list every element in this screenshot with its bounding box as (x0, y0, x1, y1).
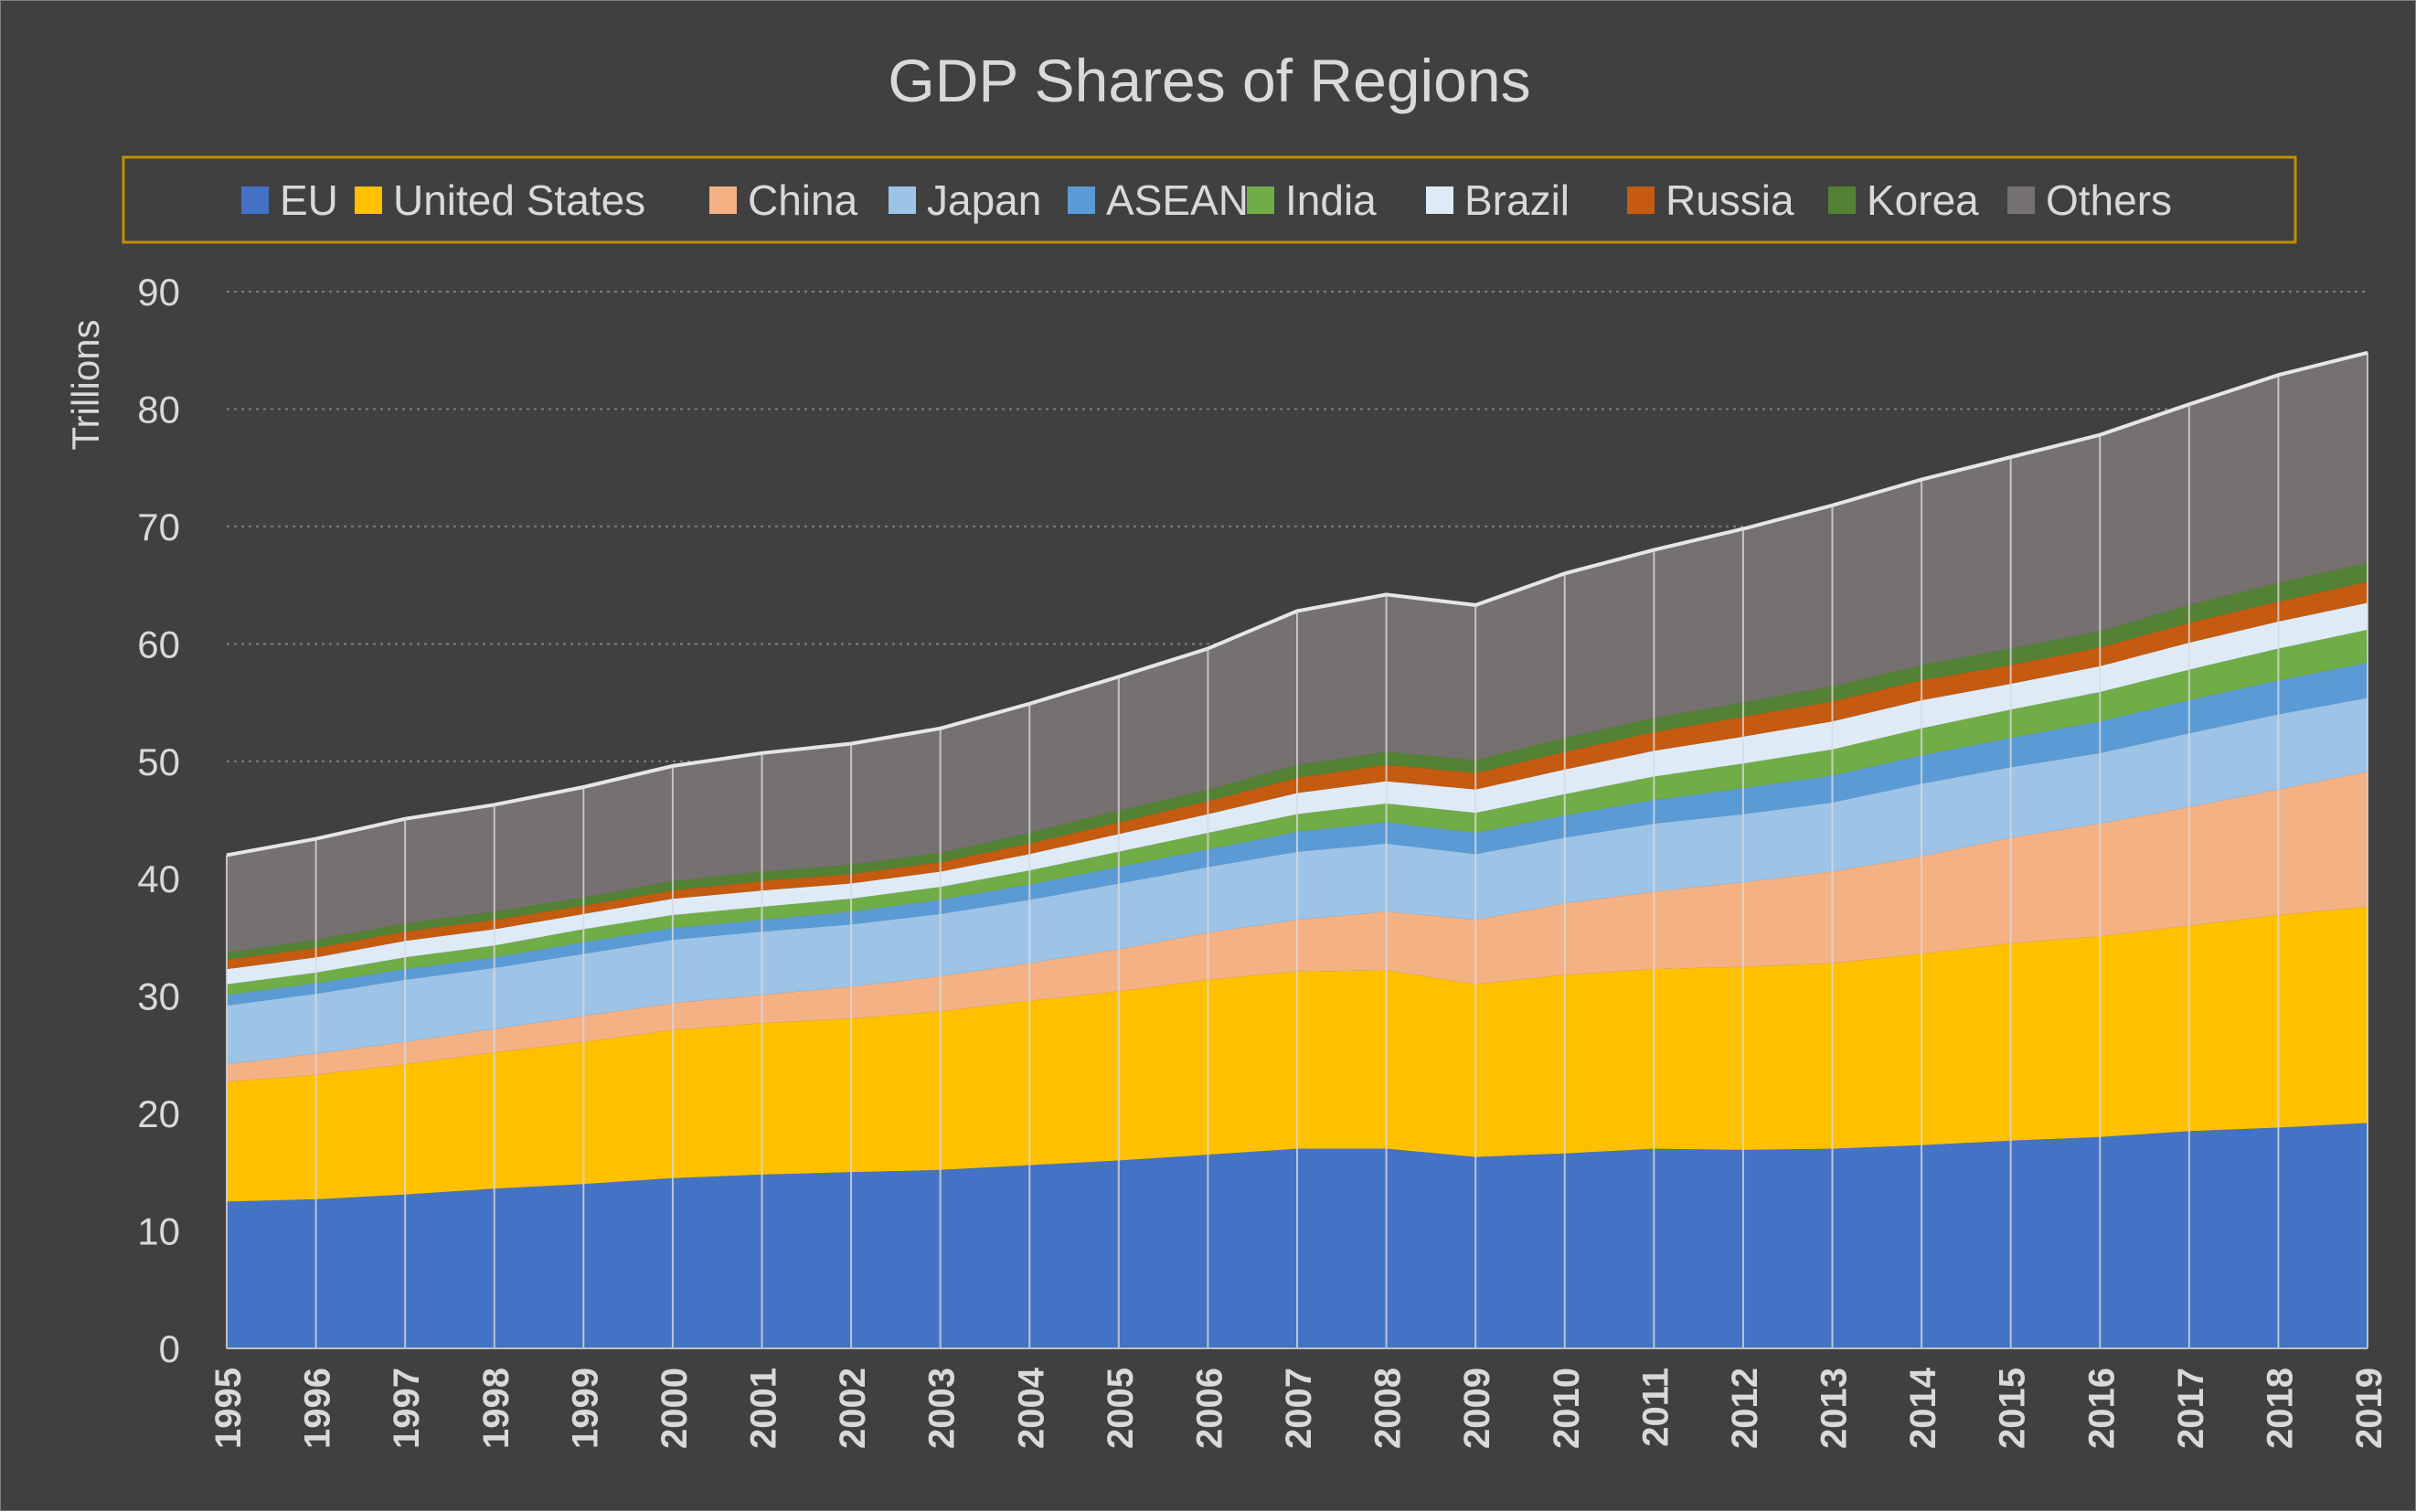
x-tick-label: 2005 (1101, 1368, 1141, 1449)
x-tick-label: 2002 (833, 1368, 873, 1449)
y-tick-labels: 0 10 20 30 40 50 60 70 80 90 (137, 271, 180, 1370)
y-tick-label: 20 (137, 1092, 180, 1135)
x-tick-label: 2016 (2081, 1368, 2122, 1449)
y-tick-label: 50 (137, 740, 180, 783)
legend-box (122, 155, 2297, 244)
legend: EU United States China Japan ASEAN India Brazi… (241, 176, 2172, 224)
x-tick-label: 2015 (1993, 1368, 2033, 1449)
x-tick-labels: 1995 1996 1997 1998 1999 2000 2001 2002 2003 2004… (208, 1367, 2389, 1449)
legend-label-brazil: Brazil (1464, 176, 1570, 224)
x-tick-label: 2018 (2260, 1368, 2300, 1449)
x-tick-label: 2006 (1189, 1368, 1229, 1449)
legend-swatch-china (709, 186, 737, 214)
x-tick-label: 1999 (565, 1368, 605, 1449)
x-tick-label: 1998 (476, 1368, 516, 1449)
legend-label-india: India (1285, 176, 1377, 224)
x-tick-label: 2010 (1547, 1368, 1587, 1449)
legend-swatch-asean (1068, 186, 1095, 214)
legend-label-korea: Korea (1867, 176, 1979, 224)
chart-title: GDP Shares of Regions (888, 47, 1530, 114)
legend-swatch-russia (1627, 186, 1655, 214)
x-tick-label: 2011 (1635, 1368, 1676, 1447)
legend-swatch-korea (1828, 186, 1856, 214)
y-tick-label: 70 (137, 506, 180, 548)
y-tick-label: 90 (137, 271, 180, 314)
legend-label-eu: EU (280, 176, 338, 224)
legend-label-russia: Russia (1666, 176, 1794, 224)
y-axis-label: Trillions (64, 319, 107, 450)
legend-swatch-brazil (1426, 186, 1453, 214)
x-tick-label: 2003 (922, 1368, 963, 1449)
legend-swatch-united-states (355, 186, 382, 214)
x-tick-label: 2007 (1279, 1368, 1319, 1449)
legend-label-asean: ASEAN (1106, 176, 1249, 224)
x-tick-label: 2008 (1368, 1368, 1409, 1449)
x-tick-label: 2009 (1457, 1368, 1497, 1449)
legend-label-japan: Japan (927, 176, 1041, 224)
x-tick-label: 1995 (208, 1368, 249, 1449)
x-tick-label: 2004 (1011, 1367, 1051, 1449)
y-tick-label: 0 (159, 1327, 180, 1370)
year-dividers (226, 352, 2368, 1349)
legend-swatch-others (2007, 186, 2035, 214)
x-tick-label: 2001 (744, 1368, 784, 1449)
x-tick-label: 2017 (2171, 1368, 2211, 1449)
legend-swatch-japan (889, 186, 916, 214)
x-tick-label: 1996 (298, 1368, 338, 1449)
x-tick-label: 2000 (655, 1368, 695, 1449)
y-tick-label: 60 (137, 623, 180, 665)
legend-swatch-india (1247, 186, 1274, 214)
y-tick-label: 40 (137, 857, 180, 900)
area-india (227, 629, 2368, 996)
legend-label-united-states: United States (393, 176, 645, 224)
x-tick-label: 2013 (1815, 1368, 1855, 1449)
x-tick-label: 2019 (2349, 1368, 2389, 1449)
legend-swatch-eu (241, 186, 269, 214)
y-tick-label: 80 (137, 388, 180, 431)
x-tick-label: 2014 (1903, 1367, 1943, 1449)
area-russia (227, 581, 2368, 970)
y-tick-label: 30 (137, 975, 180, 1018)
legend-label-china: China (748, 176, 858, 224)
area-korea (227, 562, 2368, 960)
legend-label-others: Others (2046, 176, 2172, 224)
y-tick-label: 10 (137, 1210, 180, 1253)
x-tick-label: 2012 (1725, 1368, 1765, 1449)
x-tick-label: 1997 (387, 1368, 427, 1449)
